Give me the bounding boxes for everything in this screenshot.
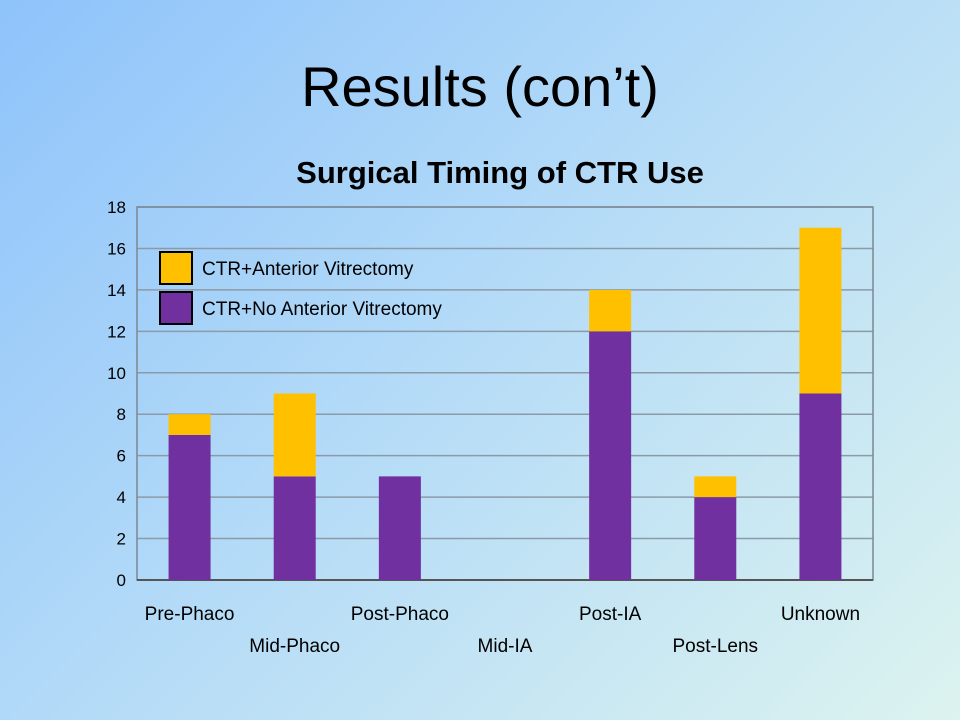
legend-label: CTR+Anterior Vitrectomy <box>202 259 414 280</box>
x-tick-label: Mid-Phaco <box>249 636 340 657</box>
bar-segment <box>799 227 842 394</box>
x-tick-label: Post-IA <box>579 604 642 625</box>
bar-segment <box>378 476 421 580</box>
bar-segment <box>589 331 632 580</box>
legend-label: CTR+No Anterior Vitrectomy <box>202 299 442 320</box>
y-tick-label: 8 <box>117 405 126 424</box>
bar-segment <box>799 393 842 580</box>
y-tick-label: 16 <box>107 239 126 258</box>
x-tick-label: Post-Phaco <box>351 604 449 625</box>
y-tick-label: 6 <box>117 447 126 466</box>
x-tick-label: Mid-IA <box>478 636 533 657</box>
y-tick-label: 12 <box>107 322 126 341</box>
y-tick-label: 4 <box>117 488 126 507</box>
y-tick-label: 14 <box>107 281 126 300</box>
bar-segment <box>694 497 737 580</box>
bar-segment <box>694 476 737 498</box>
bar-segment <box>273 393 316 477</box>
x-tick-label: Pre-Phaco <box>145 604 235 625</box>
legend-swatch <box>159 291 193 325</box>
y-tick-label: 0 <box>117 571 126 590</box>
bar-segment <box>273 476 316 580</box>
chart-title: Surgical Timing of CTR Use <box>296 155 704 190</box>
y-tick-label: 2 <box>117 530 126 549</box>
bar-segment <box>589 289 632 332</box>
slide-title: Results (con’t) <box>301 55 659 118</box>
y-tick-label: 18 <box>107 198 126 217</box>
bar-segment <box>168 434 211 580</box>
x-tick-label: Post-Lens <box>673 636 759 657</box>
y-tick-label: 10 <box>107 364 126 383</box>
legend-swatch <box>159 251 193 285</box>
x-tick-label: Unknown <box>781 604 860 625</box>
bar-segment <box>168 414 211 435</box>
